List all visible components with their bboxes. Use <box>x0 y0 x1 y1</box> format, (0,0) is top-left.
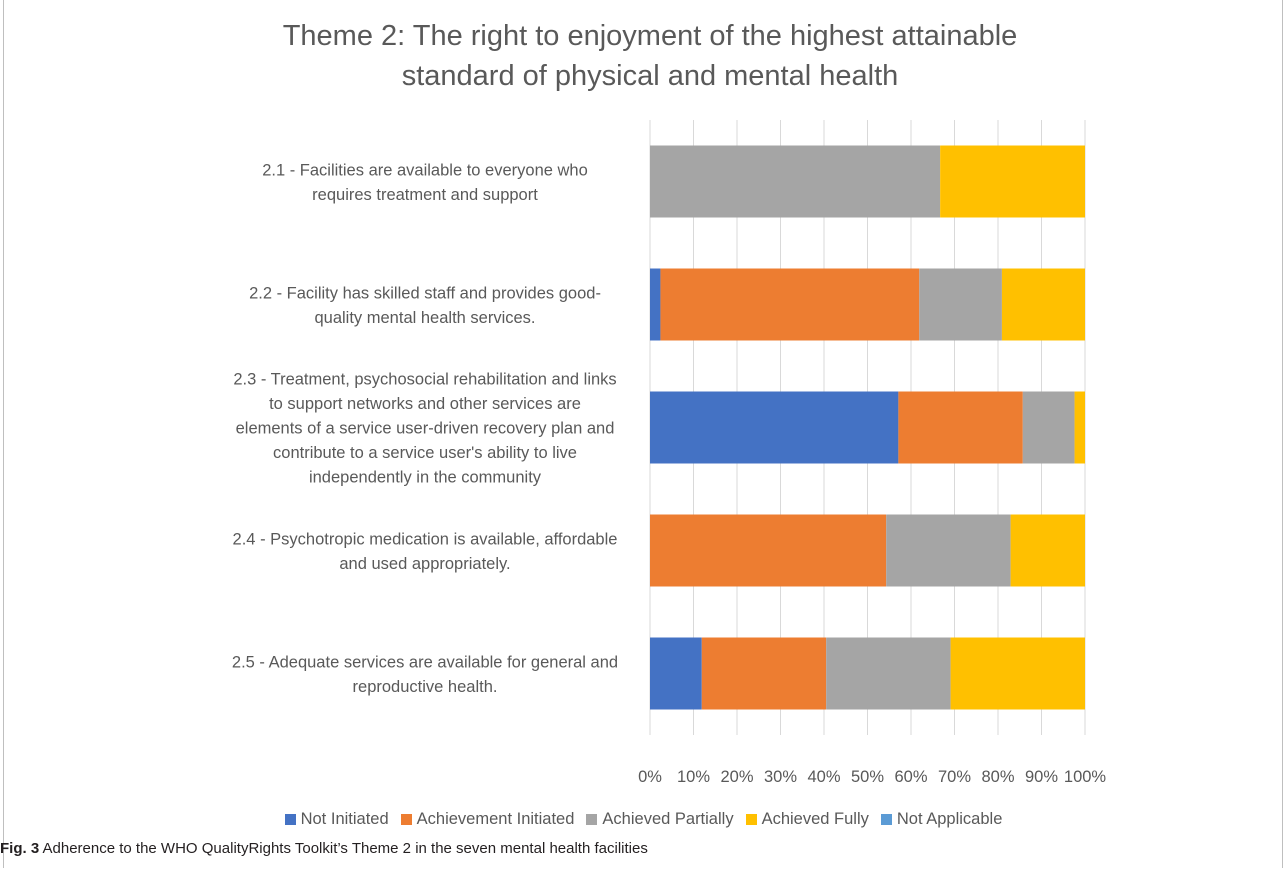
bar-segment <box>1010 514 1085 587</box>
bar-segment <box>650 268 661 341</box>
bar-segment <box>886 514 1011 587</box>
legend-swatch <box>284 814 296 825</box>
legend-item: Achieved Partially <box>586 810 734 829</box>
legend-item: Not Initiated <box>284 810 389 829</box>
legend-item: Achieved Fully <box>745 810 869 829</box>
chart-title: Theme 2: The right to enjoyment of the h… <box>150 16 1150 96</box>
bar-segment <box>826 637 951 710</box>
bar-segment <box>1074 391 1085 464</box>
x-tick-label: 40% <box>807 768 840 786</box>
bar-segment <box>650 145 941 218</box>
legend-label: Achieved Fully <box>761 810 869 828</box>
x-tick-label: 10% <box>677 768 710 786</box>
chart-legend: Not Initiated Achievement Initiated Achiev… <box>0 810 1287 830</box>
legend-swatch <box>400 814 412 825</box>
category-label: 2.3 - Treatment, psychosocial rehabilita… <box>233 371 616 487</box>
legend-label: Not Applicable <box>896 810 1003 828</box>
category-label: 2.5 - Adequate services are available fo… <box>232 653 618 696</box>
chart-plot: 0% 10% 20% 30% 40% 50% 60% 70% 80% 90% 100% 2.1 - F… <box>232 120 1107 786</box>
bar-segment <box>650 637 702 710</box>
legend-swatch <box>586 814 598 825</box>
x-tick-label: 70% <box>938 768 971 786</box>
category-label: 2.4 - Psychotropic medication is availab… <box>233 530 618 573</box>
category-label: 2.1 - Facilities are available to everyo… <box>262 161 588 204</box>
figure-caption: Fig. 3 Adherence to the WHO QualityRight… <box>0 840 648 857</box>
chart-title-line-1: Theme 2: The right to enjoyment of the h… <box>282 20 1018 52</box>
x-tick-label: 20% <box>720 768 753 786</box>
legend-swatch <box>745 814 757 825</box>
bar-segment <box>701 637 827 710</box>
legend-item: Not Applicable <box>880 810 1003 829</box>
x-tick-label: 50% <box>851 768 884 786</box>
legend-label: Not Initiated <box>300 810 389 828</box>
caption-text: Adherence to the WHO QualityRights Toolk… <box>42 840 648 857</box>
legend-label: Achievement Initiated <box>416 810 575 828</box>
bar-segment <box>950 637 1085 710</box>
x-tick-label: 30% <box>764 768 797 786</box>
bar-segment <box>650 391 899 464</box>
bar-segment <box>650 514 887 587</box>
bar-segment <box>660 268 920 341</box>
bar-segment <box>898 391 1023 464</box>
x-tick-label: 90% <box>1025 768 1058 786</box>
x-tick-label: 0% <box>638 768 662 786</box>
x-tick-label: 80% <box>981 768 1014 786</box>
bar-segment <box>919 268 1002 341</box>
bar-segment <box>940 145 1085 218</box>
bar-segment <box>1001 268 1085 341</box>
legend-swatch <box>880 814 892 825</box>
legend-label: Achieved Partially <box>602 810 734 828</box>
chart-title-line-2: standard of physical and mental health <box>401 60 899 92</box>
legend-item: Achievement Initiated <box>400 810 575 829</box>
bar-segment <box>1022 391 1075 464</box>
caption-label: Fig. 3 <box>0 840 40 857</box>
x-tick-label: 100% <box>1064 768 1107 786</box>
chart-frame <box>3 0 1283 868</box>
category-label: 2.2 - Facility has skilled staff and pro… <box>249 284 601 327</box>
x-tick-label: 60% <box>894 768 927 786</box>
